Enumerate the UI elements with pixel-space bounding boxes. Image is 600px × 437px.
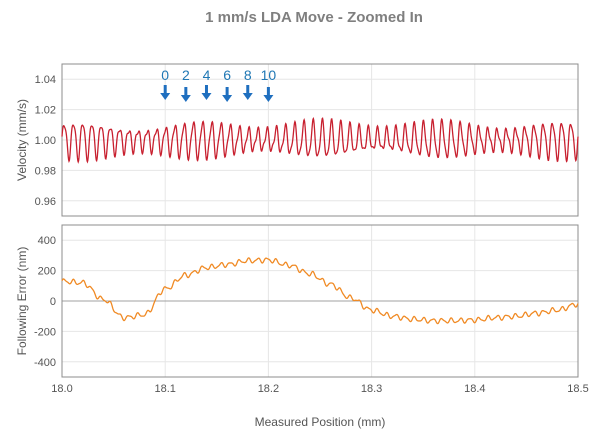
- velocity-y-ticks: 1.04 1.02 1.00 0.98 0.96: [35, 74, 56, 208]
- error-y-tick-label: 0: [50, 296, 56, 308]
- x-tick-label: 18.2: [258, 383, 279, 395]
- down-arrow-icon: [160, 85, 171, 100]
- x-tick-label: 18.5: [567, 383, 588, 395]
- velocity-series-line: [61, 117, 579, 164]
- error-y-tick-label: 200: [38, 266, 56, 278]
- chart-title: 1 mm/s LDA Move - Zoomed In: [205, 9, 423, 26]
- velocity-y-tick-label: 0.98: [35, 165, 56, 177]
- error-y-tick-label: -200: [34, 326, 56, 338]
- marker-label: 6: [223, 67, 231, 83]
- position-markers: 0 2 4 6 8 10: [160, 67, 276, 102]
- marker-label: 4: [203, 67, 211, 83]
- velocity-y-tick-label: 1.04: [35, 74, 56, 86]
- down-arrow-icon: [242, 85, 253, 100]
- x-ticks: 18.0 18.1 18.2 18.3 18.4 18.5: [51, 383, 588, 395]
- velocity-y-tick-label: 0.96: [35, 196, 56, 208]
- error-y-ticks: 400 200 0 -200 -400: [34, 235, 56, 369]
- x-axis-label: Measured Position (mm): [255, 415, 386, 429]
- down-arrow-icon: [180, 87, 191, 102]
- down-arrow-icon: [222, 87, 233, 102]
- x-tick-label: 18.0: [51, 383, 72, 395]
- marker-label: 2: [182, 67, 190, 83]
- velocity-y-axis-label: Velocity (mm/s): [15, 99, 29, 181]
- velocity-y-tick-label: 1.02: [35, 105, 56, 117]
- error-y-tick-label: 400: [38, 235, 56, 247]
- error-plot-frame: [61, 224, 579, 378]
- x-tick-label: 18.4: [464, 383, 485, 395]
- error-y-tick-label: -400: [34, 357, 56, 369]
- down-arrow-icon: [263, 87, 274, 102]
- down-arrow-icon: [201, 85, 212, 100]
- marker-label: 0: [161, 67, 169, 83]
- error-y-axis-label: Following Error (nm): [15, 247, 29, 356]
- error-series-line: [61, 257, 579, 325]
- marker-label: 10: [261, 67, 277, 83]
- x-tick-label: 18.3: [361, 383, 382, 395]
- velocity-y-tick-label: 1.00: [35, 135, 56, 147]
- marker-label: 8: [244, 67, 252, 83]
- x-tick-label: 18.1: [154, 383, 175, 395]
